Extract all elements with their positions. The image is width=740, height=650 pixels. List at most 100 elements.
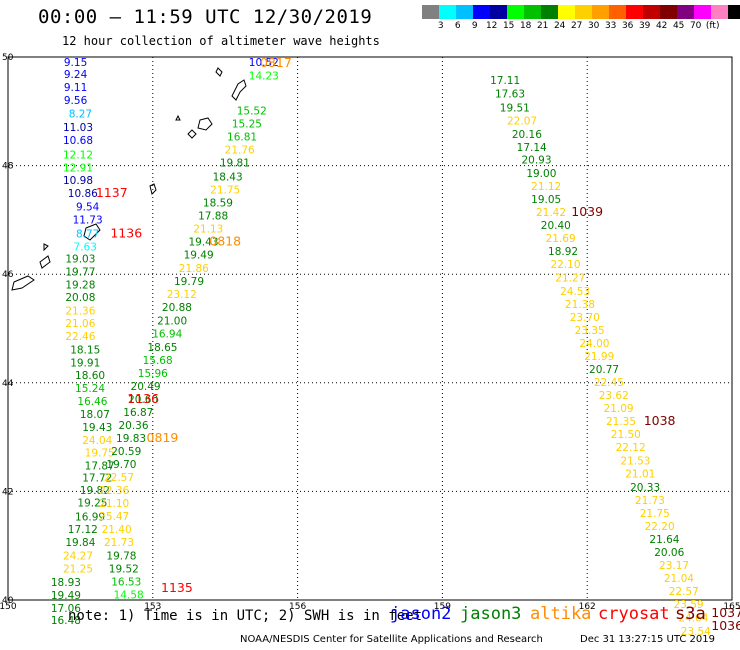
color-scale-swatch — [473, 5, 490, 19]
wave-height-label: 22.57 — [669, 586, 699, 598]
wave-height-label: 16.99 — [75, 512, 105, 524]
wave-height-label: 10.86 — [68, 188, 98, 200]
wave-height-label: 15.68 — [143, 355, 173, 367]
color-scale-tick-label: 24 — [553, 21, 566, 31]
wave-height-label: 19.28 — [65, 279, 95, 291]
wave-height-label: 21.10 — [99, 498, 129, 510]
wave-height-label: 19.81 — [220, 158, 250, 170]
wave-height-label: 21.73 — [104, 537, 134, 549]
wave-height-label: 22.12 — [616, 442, 646, 454]
wave-height-label: 14.23 — [249, 70, 279, 82]
wave-height-label: 21.73 — [635, 495, 665, 507]
color-scale-swatch — [456, 5, 473, 19]
island-outline — [83, 223, 101, 241]
wave-height-label: 24.04 — [82, 435, 112, 447]
island-outline — [39, 255, 51, 269]
longitude-tick-label: 165 — [723, 602, 740, 612]
wave-height-label: 22.10 — [550, 259, 580, 271]
wave-height-label: 15.96 — [138, 368, 168, 380]
latitude-tick-label: 44 — [2, 379, 14, 389]
wave-height-label: 15.24 — [75, 383, 105, 395]
wave-height-label: 19.43 — [82, 422, 112, 434]
wave-height-label: 21.69 — [546, 233, 576, 245]
wave-height-label: 20.93 — [521, 154, 551, 166]
units-note: note: 1) Time is in UTC; 2) SWH is in fe… — [68, 608, 423, 624]
pass-time-label: 1135 — [161, 580, 193, 595]
pass-time-label: 1036 — [711, 618, 740, 633]
latitude-tick-label: 50 — [2, 53, 14, 63]
wave-height-label: 17.87 — [85, 461, 115, 473]
wave-height-label: 9.56 — [64, 95, 88, 107]
wave-height-label: 8.77 — [76, 228, 99, 240]
wave-height-label: 19.82 — [80, 485, 110, 497]
wave-height-label: 17.11 — [490, 75, 520, 87]
map-grid — [8, 57, 732, 600]
wave-height-label: 19.70 — [106, 459, 136, 471]
wave-height-label: 24.27 — [63, 550, 93, 562]
wave-height-label: 14.58 — [114, 589, 144, 601]
color-scale-tick-label: 27 — [570, 21, 583, 31]
color-scale-tick-label: 6 — [454, 21, 461, 31]
wave-height-label: 21.13 — [193, 223, 223, 235]
map-frame — [7, 56, 733, 601]
pass-time-label: 1136 — [127, 391, 159, 406]
color-scale-tick-label: 3 — [437, 21, 444, 31]
wave-height-label: 16.81 — [227, 132, 257, 144]
wave-height-label: 20.77 — [589, 364, 619, 376]
legend-item-s3a: s3a — [675, 604, 706, 624]
latitude-tick-label: 42 — [2, 487, 13, 497]
longitude-tick-label: 150 — [0, 602, 17, 612]
wave-height-label: 24.53 — [560, 286, 590, 298]
wave-height-label: 21.50 — [611, 429, 641, 441]
color-scale-swatch — [728, 5, 740, 19]
wave-height-label: 20.40 — [541, 220, 571, 232]
latitude-tick-label: 40 — [2, 596, 14, 606]
wave-height-label: 9.24 — [64, 69, 88, 81]
wave-height-label: 19.52 — [109, 563, 139, 575]
wave-height-label: 18.15 — [70, 344, 100, 356]
wave-height-label: 21.27 — [555, 272, 585, 284]
wave-height-label: 21.75 — [640, 508, 670, 520]
legend-item-jason2: jason2 — [390, 604, 452, 624]
island-outline — [197, 117, 213, 131]
island-outline — [43, 243, 49, 252]
wave-height-label: 19.79 — [174, 276, 204, 288]
wave-height-label: 19.75 — [85, 448, 115, 460]
color-scale-tick-label: 45 — [672, 21, 685, 31]
coastline — [11, 67, 247, 291]
map-border — [7, 56, 733, 601]
wave-height-label: 18.93 — [51, 577, 81, 589]
longitude-tick-label: 159 — [434, 602, 451, 612]
color-scale-swatch — [490, 5, 507, 19]
island-outline — [11, 275, 35, 291]
island-outline — [175, 114, 181, 121]
wave-height-label: 17.72 — [82, 473, 112, 485]
color-scale-swatch — [524, 5, 541, 19]
wave-height-label: 12.91 — [63, 163, 93, 175]
wave-height-label: 20.16 — [512, 129, 542, 141]
wave-height-label: 21.09 — [604, 403, 634, 415]
axis-tick-labels: 150 153 156 159 162 165 50 48 46 44 42 40 — [0, 53, 740, 612]
color-scale-tick-label: 70 — [689, 21, 702, 31]
pass-time-label: 1038 — [644, 413, 676, 428]
wave-height-label: 21.42 — [536, 207, 566, 219]
wave-height-label: 25.47 — [99, 511, 129, 523]
wave-height-label: 21.36 — [65, 305, 95, 317]
page-subtitle: 12 hour collection of altimeter wave hei… — [62, 34, 380, 48]
wave-height-label: 19.25 — [77, 498, 107, 510]
wave-height-label: 20.60 — [128, 394, 158, 406]
color-scale-legend: 3 6 9 12 15 18 21 24 27 30 33 36 39 42 45 70 (ft) — [422, 5, 740, 33]
wave-height-label: 23.17 — [659, 560, 689, 572]
wave-height-label: 7.63 — [74, 241, 97, 253]
wave-height-label: 17.63 — [495, 89, 525, 101]
pass-time-labels: 0817 1137 1136 0818 1136 0819 1135 1039 1038 1037… — [96, 55, 740, 633]
wave-height-label: 21.12 — [531, 181, 561, 193]
wave-height-label: 18.07 — [80, 409, 110, 421]
wave-height-label: 19.43 — [188, 236, 218, 248]
wave-height-label: 21.06 — [65, 318, 95, 330]
wave-height-label: 11.03 — [63, 122, 93, 134]
color-scale-tick-label: (ft) — [705, 21, 720, 31]
wave-height-label: 16.48 — [51, 615, 81, 627]
color-scale-swatch — [711, 5, 728, 19]
wave-height-label: 23.54 — [681, 626, 711, 638]
